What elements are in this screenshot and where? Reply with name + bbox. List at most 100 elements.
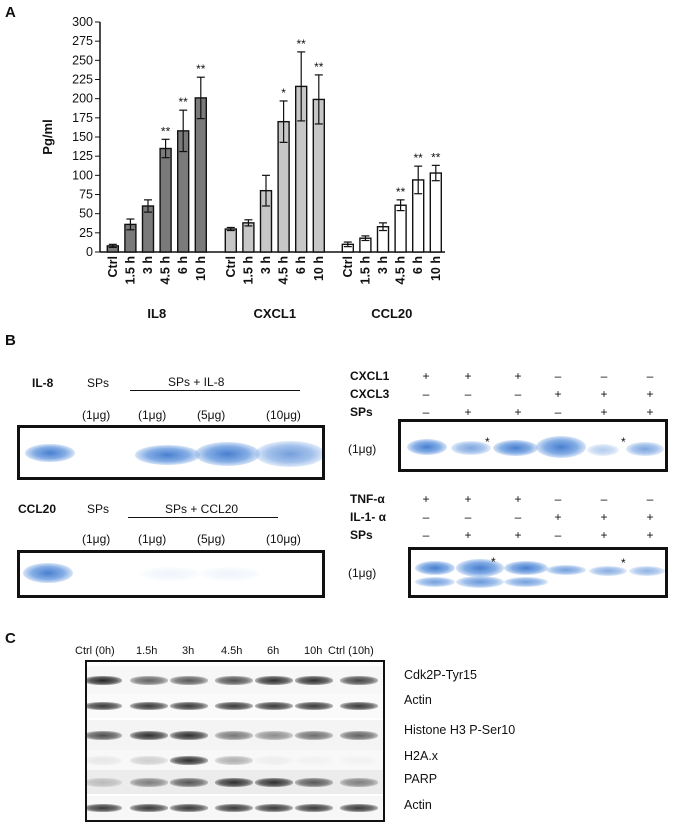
cxcl-symbol: –: [554, 405, 562, 419]
cxcl-star-2: *: [621, 435, 626, 449]
il8-dose-2: (1μg): [138, 408, 167, 422]
blot-band: [340, 804, 378, 812]
category-label: 4.5 h: [394, 256, 408, 285]
category-label: Ctrl: [341, 256, 355, 278]
cxcl-symbol: +: [514, 405, 522, 419]
category-label: 10 h: [429, 256, 443, 281]
blot-band: [87, 675, 122, 685]
cxcl-star-1: *: [485, 435, 490, 449]
cxcl-symbol: +: [646, 405, 654, 419]
blot-band: [130, 675, 168, 685]
tnf-gel-band: [504, 577, 548, 587]
tnf-symbol: +: [514, 492, 522, 506]
bar: [429, 172, 442, 253]
blot-band: [340, 675, 378, 685]
cxcl-symbol: +: [554, 387, 562, 401]
blot-strip: [87, 750, 383, 770]
category-label: 4.5 h: [159, 256, 173, 285]
tnf-symbol: –: [464, 510, 472, 524]
il8-sps-label: SPs: [87, 376, 110, 390]
il8-gel-band: [25, 444, 75, 462]
blot-band: [170, 777, 208, 787]
il8-dose-3: (5μg): [197, 408, 226, 422]
tnf-gel-band: [546, 565, 586, 575]
ccl20-group-label: SPs + CCL20: [165, 502, 239, 516]
category-label: 1.5 h: [123, 256, 137, 285]
blot-band: [170, 730, 208, 740]
il8-gel-band: [255, 441, 322, 467]
tnf-gel-band: [415, 561, 455, 575]
blot-band: [255, 804, 293, 812]
tnf-row-label: TNF-α: [350, 492, 385, 506]
cxcl-gel: * *: [398, 419, 668, 472]
blot-row-label: Cdk2P-Tyr15: [404, 668, 477, 682]
ccl20-gel: [17, 550, 325, 598]
blot-band: [87, 730, 122, 740]
tnf-gel-band: [415, 577, 455, 587]
tnf-star-2: *: [621, 556, 626, 570]
tnf-symbol: +: [600, 510, 608, 524]
category-label: 10 h: [194, 256, 208, 281]
tnf-symbol: +: [646, 510, 654, 524]
tnf-symbol: –: [514, 510, 522, 524]
blot-band: [87, 777, 122, 787]
cxcl-symbol: –: [464, 387, 472, 401]
y-tick-label: 25: [79, 226, 93, 240]
blot-band: [215, 804, 253, 812]
category-label: 3 h: [141, 256, 155, 274]
cxcl-gel-band: [626, 442, 664, 456]
blot-band: [215, 777, 253, 787]
y-tick-label: 150: [72, 130, 93, 144]
il8-group-line: [130, 390, 300, 391]
blot-band: [255, 730, 293, 740]
il8-block-title: IL-8: [32, 376, 54, 390]
cxcl-gel-band: [451, 441, 491, 455]
significance-marker: **: [196, 62, 206, 76]
blot-band: [170, 755, 208, 765]
cxcl-symbol: –: [600, 369, 608, 383]
blot-band: [255, 777, 293, 787]
cxcl-symbol: +: [646, 387, 654, 401]
tnf-symbol: –: [600, 492, 608, 506]
il8-gel-band: [135, 445, 200, 465]
il8-gel: [17, 425, 325, 480]
blot-band: [130, 804, 168, 812]
tnf-symbol: +: [554, 510, 562, 524]
tnf-gel-band: [456, 559, 504, 577]
y-tick-label: 225: [72, 73, 93, 87]
blot-band: [215, 675, 253, 685]
tnf-symbol: –: [554, 492, 562, 506]
blot-band: [170, 804, 208, 812]
blot-band: [87, 804, 122, 812]
y-axis-label: Pg/ml: [40, 119, 55, 154]
cxcl-row-label: SPs: [350, 405, 373, 419]
blot-band: [130, 777, 168, 787]
tnf-symbol: +: [514, 528, 522, 542]
tnf-symbol: –: [422, 510, 430, 524]
blot-row-label: H2A.x: [404, 749, 439, 763]
y-tick-label: 200: [72, 92, 93, 106]
category-label: 3 h: [376, 256, 390, 274]
blot-band: [215, 730, 253, 740]
tnf-row-label: IL-1- α: [350, 510, 387, 524]
category-label: 10 h: [312, 256, 326, 281]
cxcl-row-label: CXCL3: [350, 387, 390, 401]
tnf-symbol: +: [464, 492, 472, 506]
blot-band: [295, 804, 333, 812]
tnf-symbol: –: [422, 528, 430, 542]
bar: [394, 204, 407, 253]
bar: [159, 147, 172, 253]
il8-gel-band: [195, 442, 260, 466]
significance-marker: **: [414, 151, 424, 165]
y-tick-label: 300: [72, 15, 93, 29]
lane-label: 3h: [182, 645, 195, 657]
ccl20-gel-band: [200, 567, 260, 581]
blot-band: [340, 730, 378, 740]
ccl20-group-line: [128, 517, 278, 518]
blot-row-label: Actin: [404, 693, 432, 707]
significance-marker: **: [297, 37, 307, 51]
y-tick-label: 275: [72, 34, 93, 48]
significance-marker: *: [281, 86, 286, 100]
significance-marker: **: [161, 124, 171, 138]
category-label: 1.5 h: [358, 256, 372, 285]
